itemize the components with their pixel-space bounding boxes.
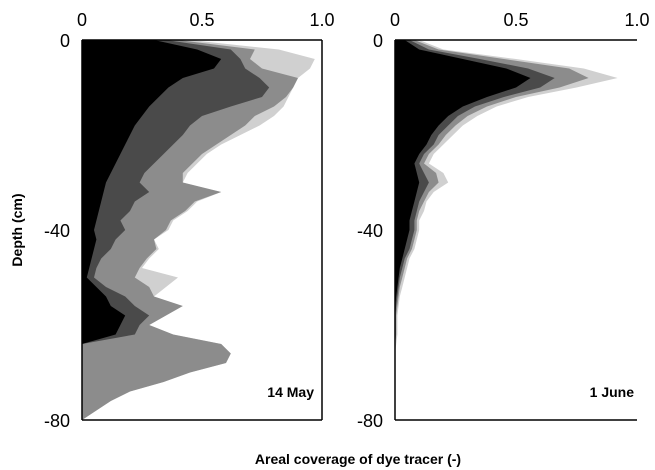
panel-14-may: 0 0.5 1.0 0 -40 -80 14 May	[44, 10, 335, 431]
panel-1-xtick-0: 0	[77, 10, 87, 30]
panel-2-xtick-0: 0	[390, 10, 400, 30]
panel-1-june: 0 0.5 1.0 0 -40 -80 1 June	[357, 10, 650, 431]
panel-1-area-black	[82, 40, 222, 420]
x-axis-title: Areal coverage of dye tracer (-)	[255, 451, 461, 467]
panel-1-label: 14 May	[267, 384, 314, 400]
panel-2-ytick-0: 0	[373, 31, 383, 51]
panel-1-ytick-0: 0	[60, 31, 70, 51]
panel-2-ytick-1: -40	[357, 221, 383, 241]
panel-1-areas	[82, 40, 315, 420]
panel-1-xtick-2: 1.0	[309, 10, 334, 30]
panel-2-area-black	[395, 40, 531, 354]
panel-1-xtick-1: 0.5	[189, 10, 214, 30]
panel-2-xtick-2: 1.0	[624, 10, 649, 30]
panel-1-ytick-2: -80	[44, 411, 70, 431]
panel-2-ytick-2: -80	[357, 411, 383, 431]
panel-2-label: 1 June	[590, 384, 635, 400]
panel-2-areas	[395, 40, 618, 354]
panel-2-xtick-1: 0.5	[503, 10, 528, 30]
y-axis-title: Depth (cm)	[9, 193, 25, 266]
panel-1-ytick-1: -40	[44, 221, 70, 241]
